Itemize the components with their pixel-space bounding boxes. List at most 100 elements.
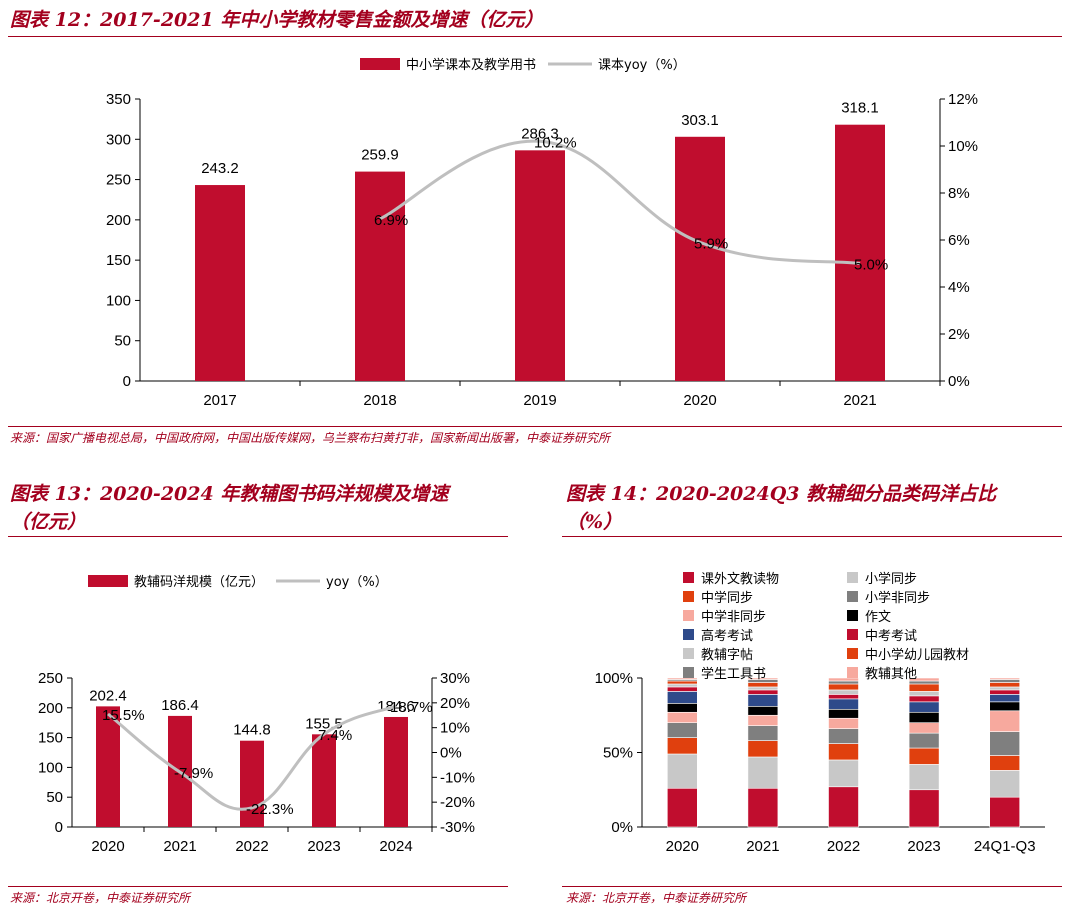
fig13-yoy-line xyxy=(107,704,397,811)
fig14-stack-segment xyxy=(666,722,698,738)
fig14-stack-segment xyxy=(747,725,779,741)
fig14-legend-swatch xyxy=(847,667,858,678)
fig12-y2tick-label: 2% xyxy=(948,326,970,343)
fig14-legend-label: 中学同步 xyxy=(701,590,753,606)
fig12-title-rule xyxy=(8,36,1062,37)
fig13-legend-bar-label: 教辅码洋规模（亿元） xyxy=(134,574,264,590)
fig13-x-label: 2024 xyxy=(379,838,412,855)
fig14-legend-label: 小学非同步 xyxy=(865,590,930,606)
fig14-legend-label: 教辅其他 xyxy=(865,666,917,682)
fig14-stack-segment xyxy=(989,689,1021,695)
fig14-legend-swatch xyxy=(683,591,694,602)
fig14-stack-segment xyxy=(908,711,940,724)
fig13-source: 来源：北京开卷，中泰证券研究所 xyxy=(10,891,191,905)
fig14-stack-segment xyxy=(828,689,859,695)
fig12-bar xyxy=(195,185,245,381)
fig13-bar xyxy=(384,716,408,827)
fig14-legend-label: 中小学幼儿园教材 xyxy=(865,647,969,663)
fig13-y2tick-label: 0% xyxy=(440,745,462,762)
fig14-stack-segment xyxy=(828,759,859,788)
fig13-yoy-point-label: -22.3% xyxy=(246,801,294,818)
fig14-stack-segment xyxy=(828,677,859,682)
fig14-stack-segment xyxy=(666,711,698,724)
fig14-stack-segment xyxy=(828,708,859,719)
fig14-stack-segment xyxy=(747,706,779,716)
fig14-stack-segment xyxy=(666,691,698,704)
fig14-x-label: 2021 xyxy=(746,838,779,855)
fig14-stack-segment xyxy=(747,677,779,680)
fig12-source-rule xyxy=(8,426,1062,427)
fig12-ytick-label: 0 xyxy=(123,373,131,390)
fig14-legend-swatch xyxy=(847,591,858,602)
fig13-bar-value-label: 202.4 xyxy=(89,687,127,704)
fig12-yoy-point-label: 5.9% xyxy=(694,235,728,252)
fig14-legend-swatch xyxy=(683,667,694,678)
fig14-legend-swatch xyxy=(683,648,694,659)
fig14-stack-segment xyxy=(908,764,940,791)
fig14-stack-segment xyxy=(747,682,779,688)
fig14-stack-segment xyxy=(989,770,1021,798)
fig14-stack-segment xyxy=(747,756,779,789)
fig14-x-label: 2020 xyxy=(666,838,699,855)
fig14-legend-label: 作文 xyxy=(865,610,891,625)
fig14-stack-segment xyxy=(666,680,698,685)
fig14-x-label: 2022 xyxy=(827,838,860,855)
fig13-ytick-label: 100 xyxy=(38,759,63,776)
fig12-bar xyxy=(835,124,885,382)
fig14-stack-segment xyxy=(908,722,940,734)
fig12-y2tick-label: 10% xyxy=(948,138,978,155)
fig12-ytick-label: 300 xyxy=(106,131,131,148)
fig14-stack-segment xyxy=(989,755,1021,771)
fig14-title: 图表 14：2020-2024Q3 教辅细分品类码洋占比 （%） xyxy=(566,480,996,536)
fig13-bar xyxy=(240,740,264,827)
fig14-stack-segment xyxy=(989,701,1021,712)
fig12-ytick-label: 50 xyxy=(114,333,131,350)
fig12-y2tick-label: 0% xyxy=(948,373,970,390)
fig14-stack-segment xyxy=(828,680,859,685)
fig12-ytick-label: 100 xyxy=(106,292,131,309)
fig13-yoy-point-label: -7.9% xyxy=(174,765,213,782)
fig14-stack-segment xyxy=(989,710,1021,732)
fig12-ytick-label: 250 xyxy=(106,172,131,189)
fig13-yoy-point-label: 15.5% xyxy=(102,707,145,724)
fig14-x-label: 24Q1-Q3 xyxy=(974,838,1036,855)
fig13-yoy-point-label: 7.4% xyxy=(318,727,352,744)
fig14-stack-segment xyxy=(908,789,940,828)
fig13-x-label: 2021 xyxy=(163,838,196,855)
fig12-bar-value-label: 318.1 xyxy=(841,100,879,117)
fig14-stack-segment xyxy=(666,753,698,789)
fig13-x-label: 2020 xyxy=(91,838,124,855)
fig12-yoy-point-label: 5.0% xyxy=(854,257,888,274)
fig12-ytick-label: 200 xyxy=(106,212,131,229)
fig13-bar xyxy=(312,734,336,827)
fig12-y2tick-label: 6% xyxy=(948,232,970,249)
fig12-legend-bar-label: 中小学课本及教学用书 xyxy=(406,57,536,73)
fig14-stack-segment xyxy=(989,694,1021,703)
fig14-ytick-label: 0% xyxy=(611,819,633,836)
fig14-stack-segment xyxy=(989,677,1021,680)
fig14-title-line2: （%） xyxy=(566,511,623,533)
fig14-legend-label: 中学非同步 xyxy=(701,609,766,625)
fig14-legend-swatch xyxy=(683,572,694,583)
fig14-x-label: 2023 xyxy=(907,838,940,855)
fig14-legend-label: 小学同步 xyxy=(865,571,917,587)
fig14-legend-swatch xyxy=(683,610,694,621)
fig12-legend-bar-swatch xyxy=(360,58,400,70)
fig14-stack-segment xyxy=(828,698,859,710)
fig12-bar-value-label: 286.3 xyxy=(521,125,559,142)
fig14-stack-segment xyxy=(989,731,1021,756)
fig14-stack-segment xyxy=(747,740,779,758)
fig12-x-label: 2020 xyxy=(683,392,716,409)
fig13-ytick-label: 200 xyxy=(38,700,63,717)
fig13-title-line2: （亿元） xyxy=(10,511,87,533)
fig14-stack-segment xyxy=(747,694,779,707)
fig14-stack-segment xyxy=(828,728,859,744)
fig14-stack-segment xyxy=(666,677,698,680)
fig14-ytick-label: 100% xyxy=(595,670,633,687)
fig14-source-rule xyxy=(562,886,1062,887)
fig12-yoy-point-label: 6.9% xyxy=(374,212,408,229)
fig14-stack-segment xyxy=(828,717,859,729)
fig14-stack-segment xyxy=(908,747,940,765)
fig13-ytick-label: 250 xyxy=(38,670,63,687)
fig13-ytick-label: 0 xyxy=(55,819,63,836)
